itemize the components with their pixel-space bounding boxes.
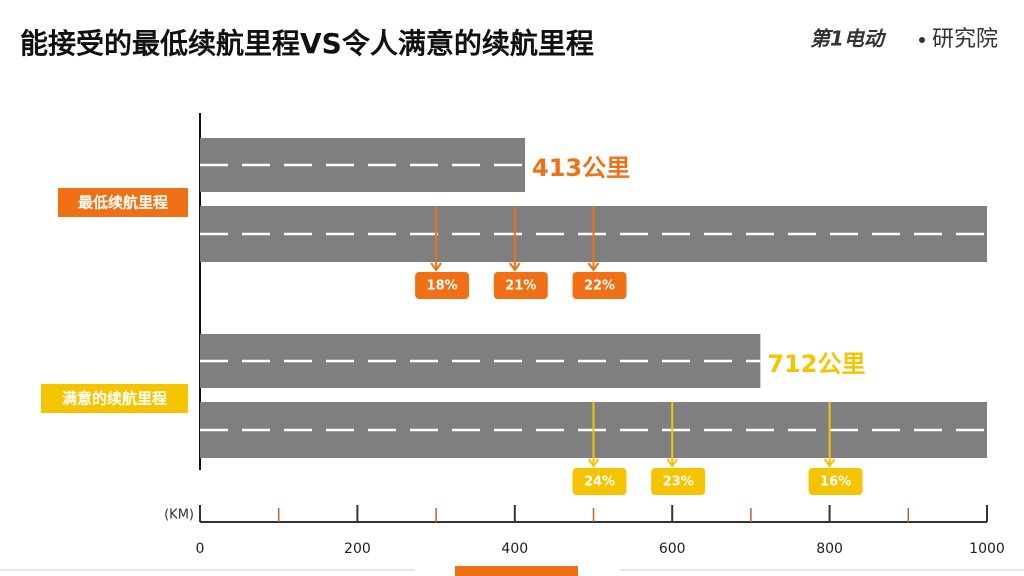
brand-sub: 研究院 xyxy=(932,27,998,52)
marker-badge xyxy=(651,468,706,495)
marker-label: 16% xyxy=(820,475,851,490)
value-label: 413公里 xyxy=(532,154,630,182)
group-label: 满意的续航里程 xyxy=(62,390,167,408)
brand: 第1电动 xyxy=(810,27,887,51)
marker-arrowhead xyxy=(823,458,836,468)
group-label: 最低续航里程 xyxy=(78,194,168,212)
marker-badge xyxy=(808,468,863,495)
marker-label: 24% xyxy=(584,475,615,490)
x-tick-label: 600 xyxy=(659,541,686,557)
title: 能接受的最低续航里程VS令人满意的续航里程 xyxy=(20,27,594,60)
marker-badge xyxy=(493,272,548,299)
x-tick-label: 0 xyxy=(196,541,205,557)
marker-label: 22% xyxy=(584,279,615,294)
brand-dot xyxy=(919,37,925,43)
group-label-box xyxy=(58,188,188,217)
x-tick-label: 400 xyxy=(501,541,528,557)
marker-arrowhead xyxy=(430,262,442,272)
marker-label: 18% xyxy=(427,279,458,294)
marker-badge xyxy=(572,468,627,495)
x-tick-label: 800 xyxy=(816,541,843,557)
x-tick-label: 1000 xyxy=(969,541,1005,557)
marker-label: 23% xyxy=(663,475,694,490)
marker-badge xyxy=(415,272,470,299)
marker-label: 21% xyxy=(505,279,536,294)
group-label-box xyxy=(41,384,188,413)
x-axis-label: (KM) xyxy=(164,508,194,523)
marker-arrowhead xyxy=(508,262,521,272)
value-label: 712公里 xyxy=(767,350,865,378)
x-tick-label: 200 xyxy=(344,541,371,557)
footer-accent xyxy=(455,566,578,576)
marker-arrowhead xyxy=(587,458,600,468)
marker-arrowhead xyxy=(666,458,679,468)
marker-arrowhead xyxy=(587,262,600,272)
marker-badge xyxy=(572,272,627,299)
